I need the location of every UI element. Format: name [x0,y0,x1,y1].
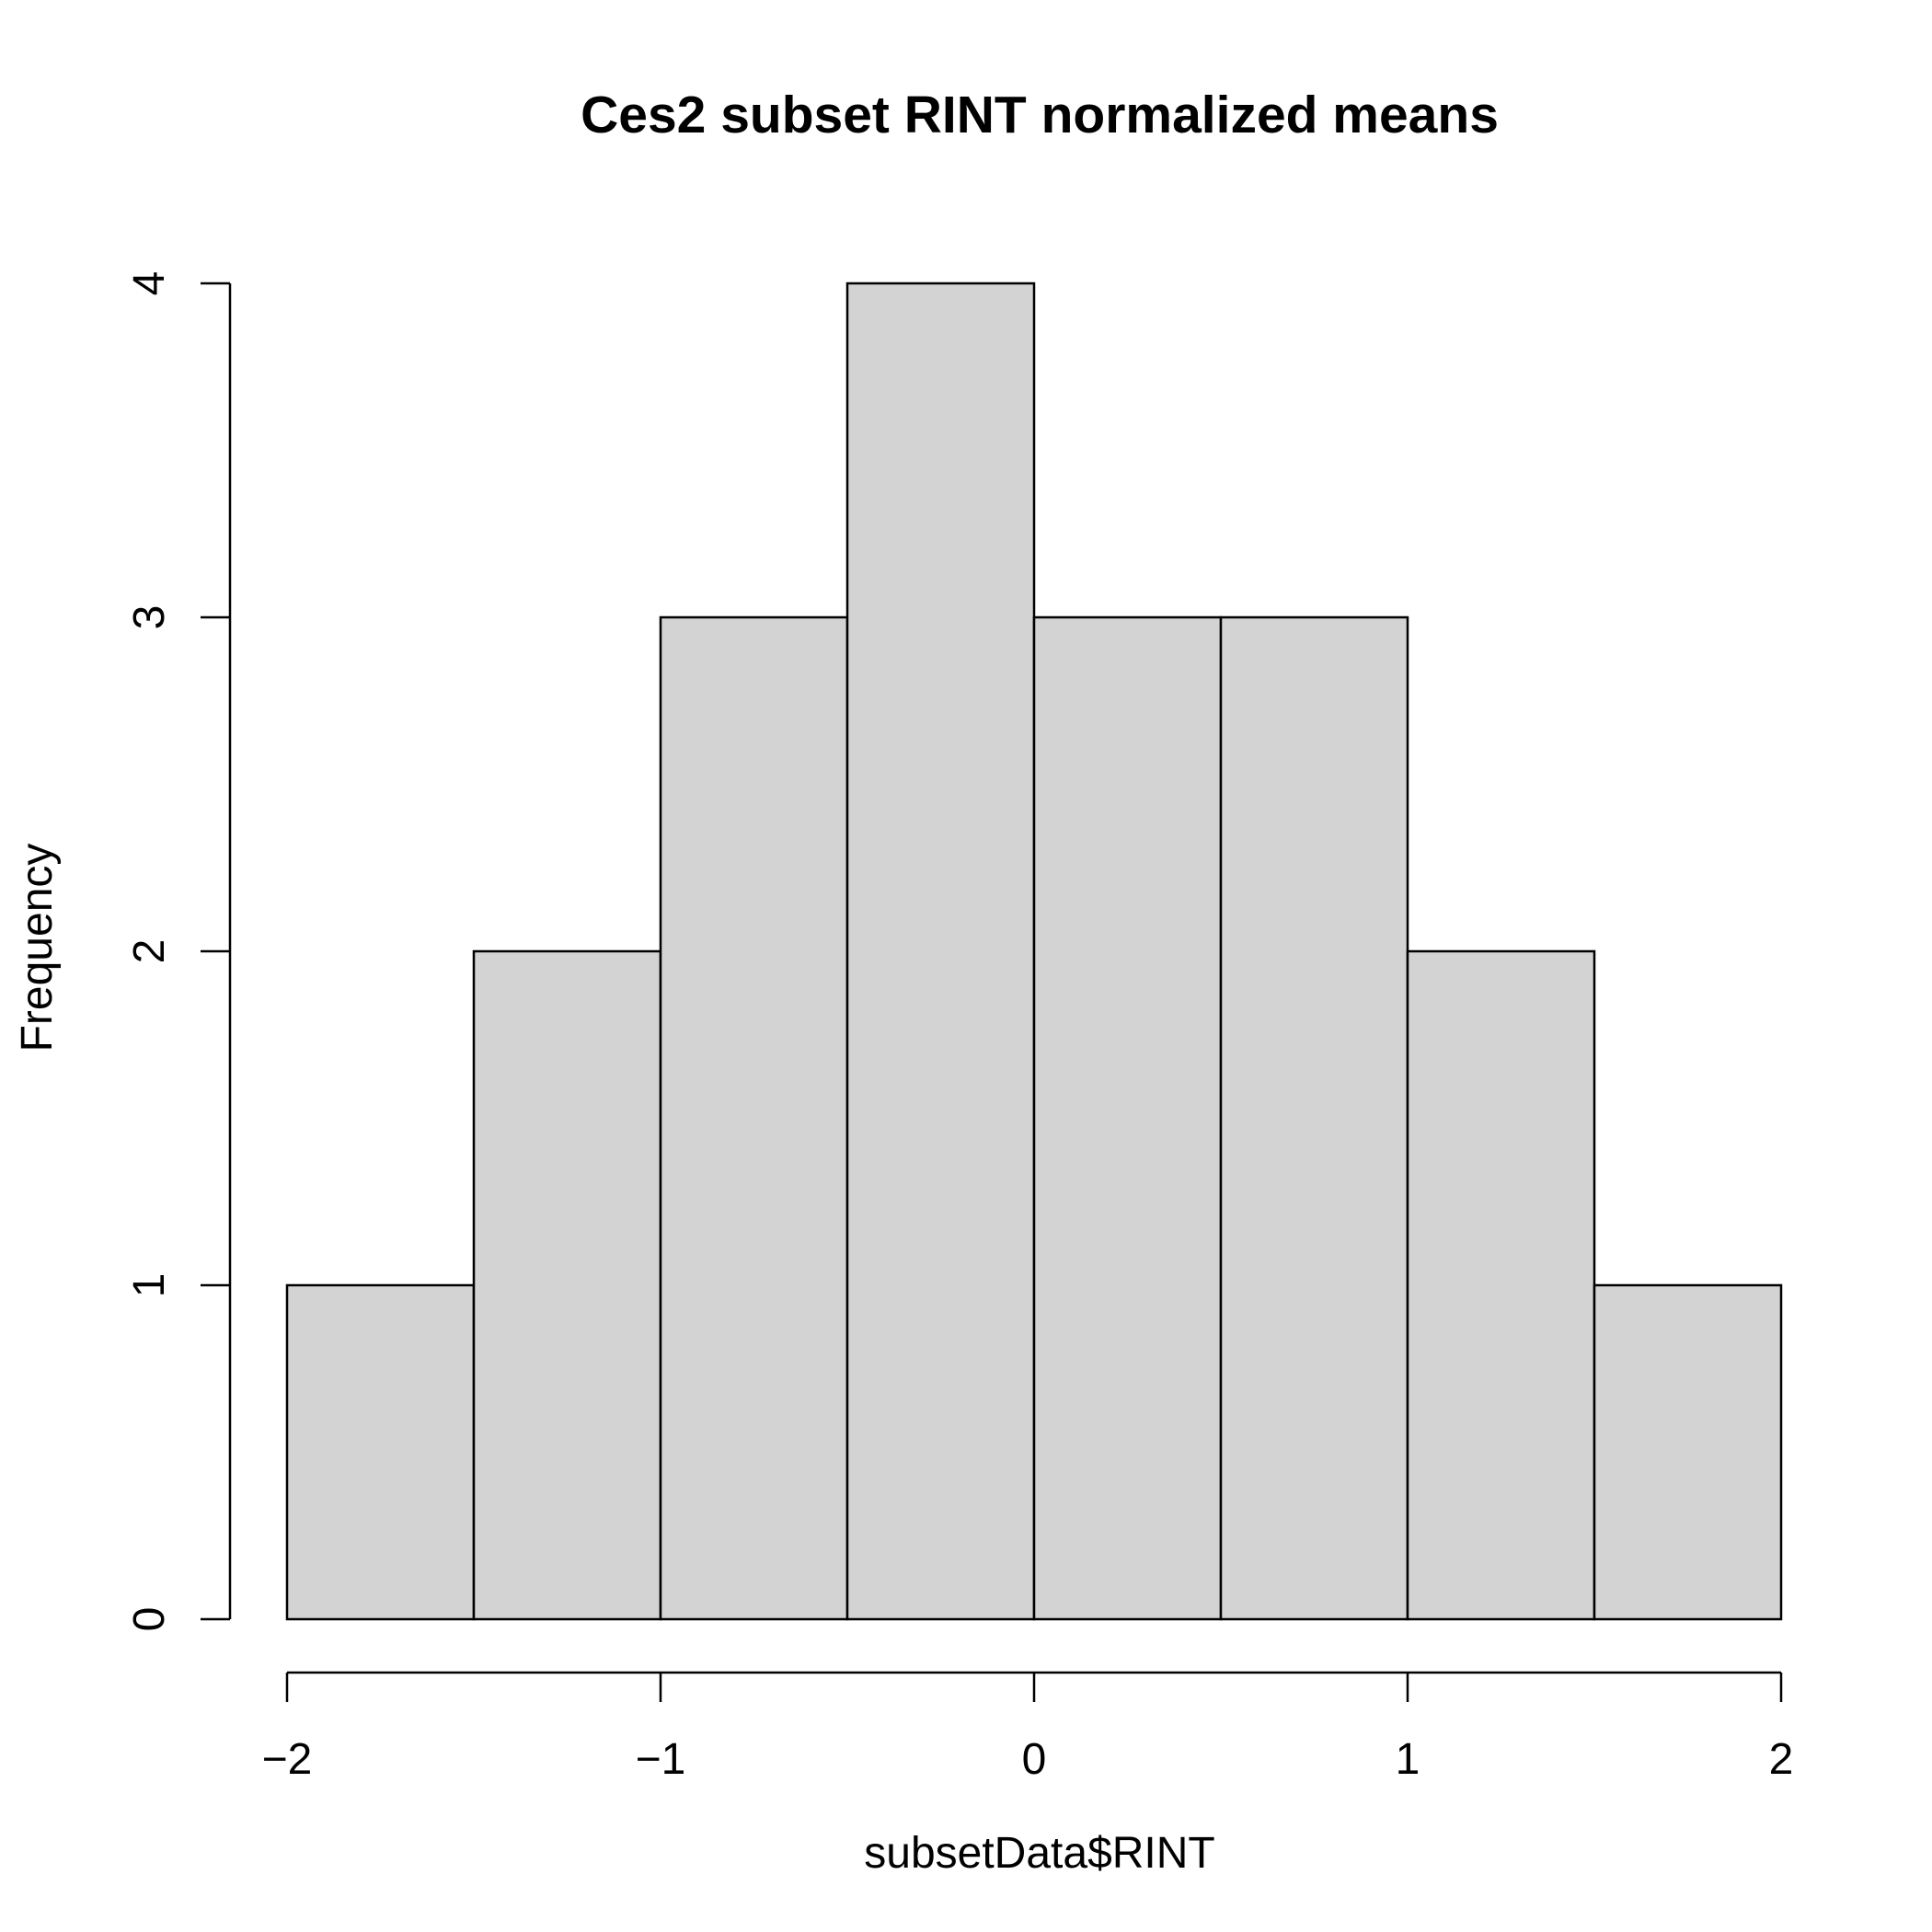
histogram-bar [285,1283,476,1621]
bars [285,282,1783,1621]
y-tick-label: 0 [125,1607,174,1632]
x-axis-label: subsetData$RINT [864,1829,1215,1878]
y-tick-label: 4 [125,271,174,296]
histogram-bar [1032,615,1223,1621]
histogram-bar [659,615,849,1621]
histogram-bar [1593,1283,1783,1621]
x-tick-label: 0 [1022,1735,1047,1784]
histogram-bar [472,949,662,1621]
histogram-bar [1219,615,1409,1621]
x-axis: −2 −1 0 1 2 [262,1671,1794,1784]
y-tick-label: 2 [125,939,174,964]
chart-title: Ces2 subset RINT normalized means [581,86,1499,144]
x-tick-label: −1 [636,1735,686,1784]
histogram-bar [845,282,1036,1621]
x-tick-label: 1 [1396,1735,1420,1784]
y-tick-label: 3 [125,605,174,630]
histogram-bar [1406,949,1596,1621]
y-tick-label: 1 [125,1273,174,1298]
y-axis-label: Frequency [13,844,62,1052]
y-axis: 0 1 2 3 4 [125,271,232,1632]
x-tick-label: 2 [1769,1735,1794,1784]
x-tick-label: −2 [262,1735,313,1784]
